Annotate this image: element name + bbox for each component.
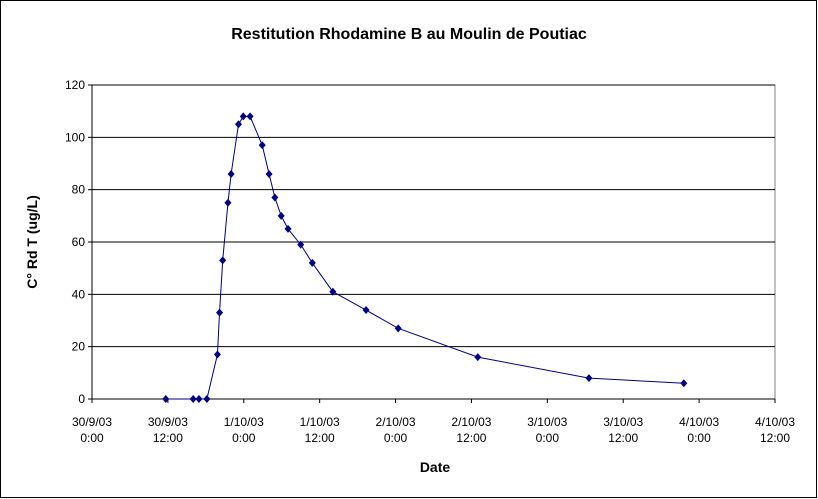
data-point [297, 240, 305, 249]
x-tick-label: 1/10/03 0:00 [224, 415, 264, 445]
data-point [284, 224, 292, 233]
data-point [246, 112, 254, 121]
data-point [213, 350, 221, 359]
x-axis-label: Date [420, 459, 451, 475]
data-point [585, 374, 593, 383]
data-point [680, 379, 688, 388]
data-point [227, 169, 235, 178]
data-point [271, 193, 279, 202]
data-point [474, 353, 482, 362]
data-point [235, 120, 243, 129]
x-tick-label: 3/10/03 0:00 [527, 415, 567, 445]
data-point [224, 198, 232, 207]
data-point [239, 112, 247, 121]
x-tick-label: 2/10/03 12:00 [451, 415, 491, 445]
data-point [265, 169, 273, 178]
data-point [329, 287, 337, 296]
chart-title: Restitution Rhodamine B au Moulin de Pou… [231, 26, 587, 43]
y-tick-label: 100 [65, 130, 85, 144]
x-tick-label: 2/10/03 0:00 [376, 415, 416, 445]
data-point [216, 308, 224, 317]
y-tick-label: 40 [72, 287, 86, 301]
data-point [203, 395, 211, 403]
data-point [362, 306, 370, 315]
x-tick-label: 1/10/03 12:00 [300, 415, 340, 445]
y-tick-label: 20 [72, 340, 86, 354]
x-tick-label: 30/9/03 0:00 [72, 415, 112, 445]
x-tick-label: 4/10/03 0:00 [679, 415, 719, 445]
x-tick-label: 4/10/03 12:00 [755, 415, 795, 445]
data-point [195, 395, 203, 403]
data-point [189, 395, 197, 403]
y-tick-label: 0 [78, 392, 85, 406]
y-axis-label: C° Rd T (ug/L) [24, 195, 40, 288]
x-tick-label: 3/10/03 12:00 [603, 415, 643, 445]
data-point [162, 395, 170, 403]
y-tick-label: 60 [72, 235, 86, 249]
y-tick-label: 120 [65, 78, 85, 92]
y-tick-label: 80 [72, 183, 86, 197]
data-point [219, 256, 227, 265]
data-point [394, 324, 402, 333]
x-tick-label: 30/9/03 12:00 [148, 415, 188, 445]
data-point [308, 258, 316, 267]
data-point [277, 211, 285, 220]
data-point [258, 141, 266, 150]
